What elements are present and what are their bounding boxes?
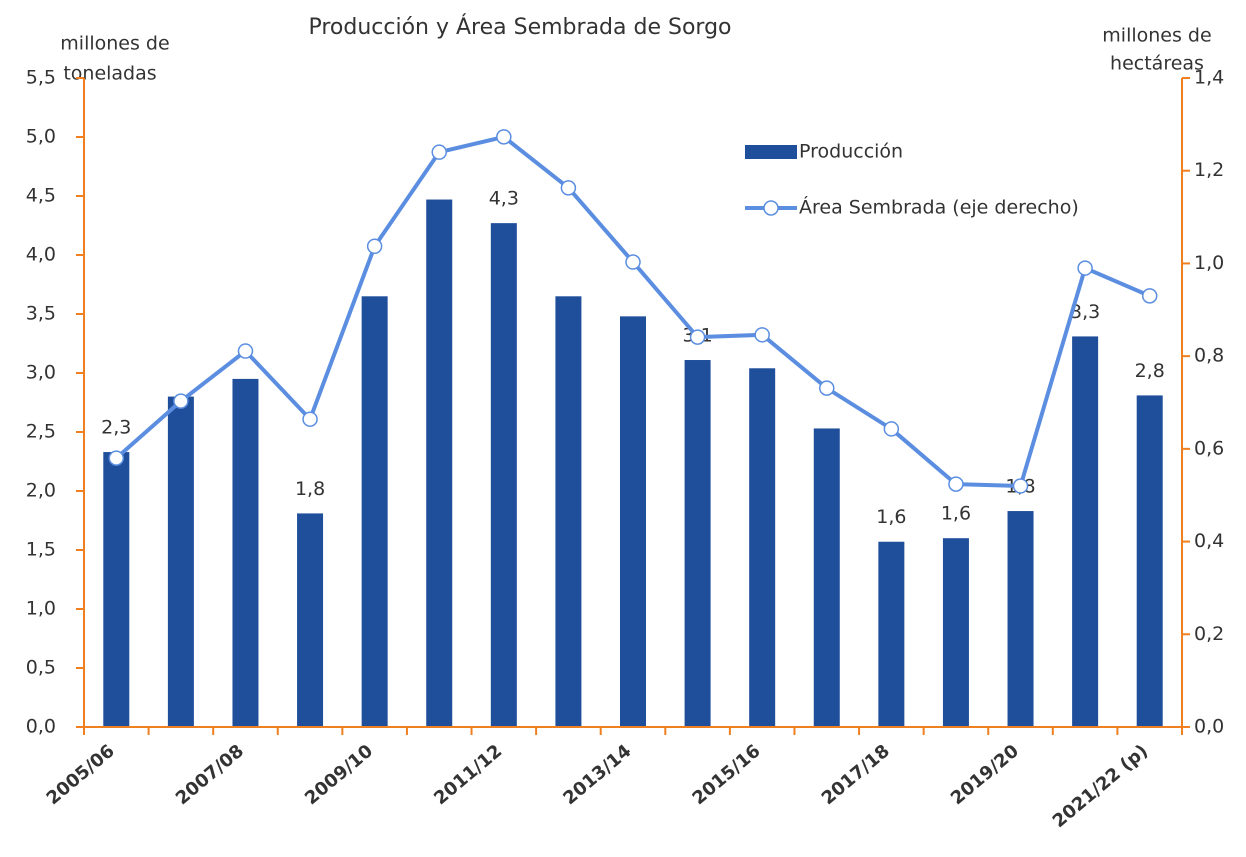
legend-label: Área Sembrada (eje derecho) bbox=[799, 196, 1079, 219]
bar bbox=[490, 223, 517, 727]
y2-axis-title: millones de bbox=[1102, 25, 1211, 47]
y2-tick-label: 0,2 bbox=[1194, 623, 1224, 645]
y2-tick-label: 0,8 bbox=[1194, 345, 1224, 367]
marker bbox=[883, 421, 900, 437]
data-label: 2,8 bbox=[1135, 360, 1165, 382]
bar bbox=[1072, 336, 1099, 727]
y-tick-label: 1,0 bbox=[26, 598, 56, 620]
y2-tick-label: 0,0 bbox=[1194, 716, 1224, 738]
bar bbox=[426, 199, 453, 728]
y2-tick-label: 0,6 bbox=[1194, 437, 1224, 459]
bar bbox=[232, 378, 259, 727]
y2-tick-label: 1,0 bbox=[1194, 252, 1224, 274]
y-axis-title: millones de bbox=[60, 33, 169, 55]
marker bbox=[108, 450, 125, 466]
bar bbox=[361, 296, 388, 727]
bar bbox=[1136, 395, 1163, 727]
y-tick-label: 4,0 bbox=[26, 244, 56, 266]
marker bbox=[1077, 260, 1093, 276]
data-label: 3,3 bbox=[1070, 301, 1100, 323]
marker bbox=[366, 238, 383, 255]
data-label: 1,8 bbox=[295, 478, 325, 500]
y-tick-label: 4,5 bbox=[26, 185, 56, 207]
x-tick-label: 2005/06 bbox=[43, 741, 119, 810]
y-tick-label: 2,0 bbox=[26, 480, 56, 502]
marker bbox=[173, 393, 189, 409]
y-tick-label: 1,5 bbox=[26, 539, 56, 561]
bar bbox=[749, 368, 776, 727]
legend-label: Producción bbox=[799, 141, 903, 163]
marker bbox=[431, 144, 447, 160]
x-tick-label: 2019/20 bbox=[947, 741, 1023, 810]
marker bbox=[819, 380, 835, 396]
y2-axis-title: hectáreas bbox=[1110, 53, 1204, 75]
marker bbox=[689, 329, 706, 345]
marker bbox=[754, 327, 770, 343]
data-label: 2,3 bbox=[101, 417, 131, 439]
marker bbox=[496, 129, 512, 145]
bar bbox=[297, 513, 324, 727]
x-tick-label: 2011/12 bbox=[430, 741, 506, 810]
bar bbox=[167, 396, 194, 727]
x-tick-label: 2015/16 bbox=[688, 741, 764, 810]
y-tick-label: 5,0 bbox=[26, 126, 56, 148]
x-tick-label: 2021/22 (p) bbox=[1049, 741, 1152, 833]
y2-tick-label: 1,2 bbox=[1194, 159, 1224, 181]
marker bbox=[1012, 478, 1029, 494]
y-tick-label: 3,0 bbox=[26, 362, 56, 384]
y-tick-label: 0,5 bbox=[26, 657, 56, 679]
marker bbox=[560, 180, 577, 196]
x-tick-label: 2009/10 bbox=[301, 741, 377, 810]
y-tick-label: 3,5 bbox=[26, 303, 56, 325]
bar bbox=[684, 360, 711, 727]
y2-tick-label: 1,4 bbox=[1194, 67, 1224, 89]
legend-swatch bbox=[745, 145, 797, 159]
x-tick-label: 2007/08 bbox=[172, 741, 248, 810]
y2-tick-label: 0,4 bbox=[1194, 530, 1224, 552]
marker bbox=[237, 343, 254, 359]
x-tick-label: 2017/18 bbox=[818, 741, 894, 810]
bar bbox=[555, 296, 582, 727]
marker bbox=[302, 411, 318, 427]
data-label: 4,3 bbox=[489, 188, 519, 210]
bar bbox=[620, 316, 646, 727]
y-tick-label: 0,0 bbox=[26, 716, 56, 738]
bar bbox=[103, 452, 130, 727]
marker bbox=[625, 254, 641, 270]
y-tick-label: 2,5 bbox=[26, 421, 56, 443]
x-tick-label: 2013/14 bbox=[559, 741, 635, 810]
legend-swatch bbox=[763, 200, 779, 216]
bar bbox=[878, 541, 905, 727]
bar bbox=[942, 538, 969, 727]
chart-title: Producción y Área Sembrada de Sorgo bbox=[308, 14, 731, 40]
y-tick-label: 5,5 bbox=[26, 67, 56, 89]
bar bbox=[1007, 511, 1034, 727]
y-axis-title: toneladas bbox=[63, 63, 156, 85]
data-label: 1,6 bbox=[941, 503, 971, 525]
data-label: 1,6 bbox=[876, 506, 906, 528]
marker bbox=[1141, 288, 1158, 304]
marker bbox=[948, 476, 964, 492]
bar bbox=[813, 428, 840, 727]
